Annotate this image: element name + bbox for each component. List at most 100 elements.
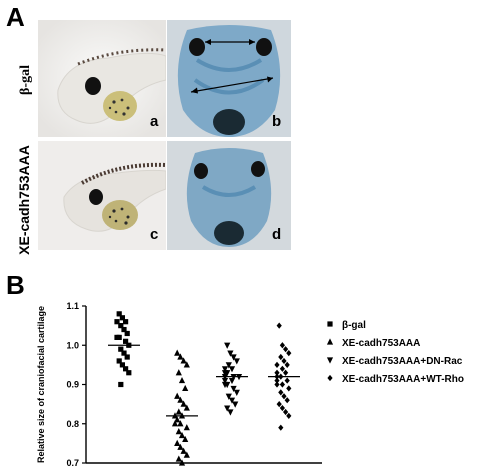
data-point — [224, 342, 231, 349]
y-tick-label: 0.7 — [66, 458, 79, 468]
photo-c-tadpole-side — [38, 141, 166, 250]
data-point — [124, 330, 130, 337]
data-point — [230, 385, 237, 393]
y-tick-label: 1.1 — [66, 301, 79, 311]
data-point — [177, 420, 184, 427]
data-point — [278, 424, 284, 431]
data-point — [175, 408, 182, 415]
legend-marker — [326, 338, 334, 345]
data-point — [116, 358, 122, 364]
data-point — [274, 361, 280, 368]
data-point — [279, 365, 285, 372]
data-point — [284, 361, 290, 368]
data-point — [183, 424, 190, 431]
legend-label: XE-cadh753AAA — [342, 338, 420, 349]
data-point — [118, 381, 124, 388]
panel-b-letter: B — [6, 270, 25, 300]
data-point — [121, 350, 127, 356]
data-point — [276, 322, 282, 329]
subpanel-label-b: b — [272, 113, 282, 130]
legend-label: XE-cadh753AAA+DN-Rac — [342, 356, 463, 367]
data-point — [177, 396, 184, 403]
data-point — [274, 381, 280, 388]
photo-a-tadpole-side — [38, 20, 166, 137]
data-point — [175, 428, 182, 435]
data-point — [175, 369, 182, 376]
legend-label: β-gal — [342, 320, 366, 331]
data-point — [174, 416, 181, 423]
data-point — [123, 338, 129, 344]
y-axis-label: Relative size of craniofacial cartilage — [36, 306, 46, 463]
data-point — [281, 357, 287, 365]
data-point — [279, 404, 285, 412]
data-point — [228, 366, 236, 373]
photo-d-cartilage-ventral — [167, 141, 291, 250]
data-point — [286, 385, 292, 392]
data-point — [276, 401, 282, 408]
data-point — [183, 361, 190, 368]
data-point — [114, 319, 120, 325]
data-point — [221, 366, 229, 373]
data-point — [221, 381, 229, 389]
data-point — [230, 354, 237, 361]
data-point — [227, 350, 234, 357]
data-point — [233, 389, 240, 396]
data-point — [171, 420, 179, 427]
data-point — [175, 455, 182, 462]
data-point — [177, 353, 184, 360]
data-point — [178, 376, 186, 384]
data-point — [274, 377, 280, 384]
subpanel-label-d: d — [272, 226, 282, 243]
data-point — [228, 377, 236, 385]
data-point — [225, 393, 232, 400]
data-point — [278, 389, 284, 396]
data-point — [118, 346, 124, 352]
data-point — [225, 362, 232, 369]
data-point — [124, 354, 130, 360]
data-point — [178, 459, 186, 466]
data-point — [121, 326, 127, 333]
data-point — [284, 397, 290, 404]
y-tick-label: 0.8 — [66, 419, 79, 429]
data-point — [182, 435, 189, 443]
data-point — [283, 346, 289, 353]
legend-label: XE-cadh753AAA+WT-Rho — [342, 374, 464, 385]
data-point — [233, 358, 240, 365]
data-point — [180, 400, 187, 407]
data-point — [221, 370, 229, 377]
data-point — [123, 319, 129, 325]
data-point — [284, 377, 290, 384]
data-point — [281, 393, 287, 400]
subpanel-label-c: c — [150, 226, 159, 243]
data-point — [183, 451, 190, 458]
data-point — [286, 350, 292, 357]
data-point — [174, 439, 181, 446]
data-point — [123, 366, 129, 372]
data-point — [174, 349, 181, 356]
data-point — [279, 381, 285, 388]
data-point — [180, 447, 187, 454]
data-point — [183, 404, 190, 411]
data-point — [279, 342, 285, 349]
data-point — [283, 369, 289, 376]
subpanel-label-a: a — [150, 113, 159, 130]
legend-marker — [327, 321, 333, 327]
data-point — [116, 311, 122, 317]
data-point — [232, 401, 239, 408]
legend-marker — [327, 374, 333, 382]
data-point — [283, 408, 289, 416]
data-point — [227, 409, 234, 416]
data-point — [286, 412, 292, 419]
data-point — [224, 405, 231, 412]
y-tick-label: 0.9 — [66, 380, 79, 390]
data-point — [182, 384, 189, 392]
data-point — [126, 370, 132, 376]
panel-a-letter: A — [6, 2, 25, 32]
data-point — [228, 397, 236, 404]
legend-marker — [326, 357, 334, 364]
y-tick-label: 1.0 — [66, 340, 79, 350]
data-point — [177, 443, 184, 450]
data-point — [180, 357, 187, 364]
data-point — [278, 353, 284, 361]
